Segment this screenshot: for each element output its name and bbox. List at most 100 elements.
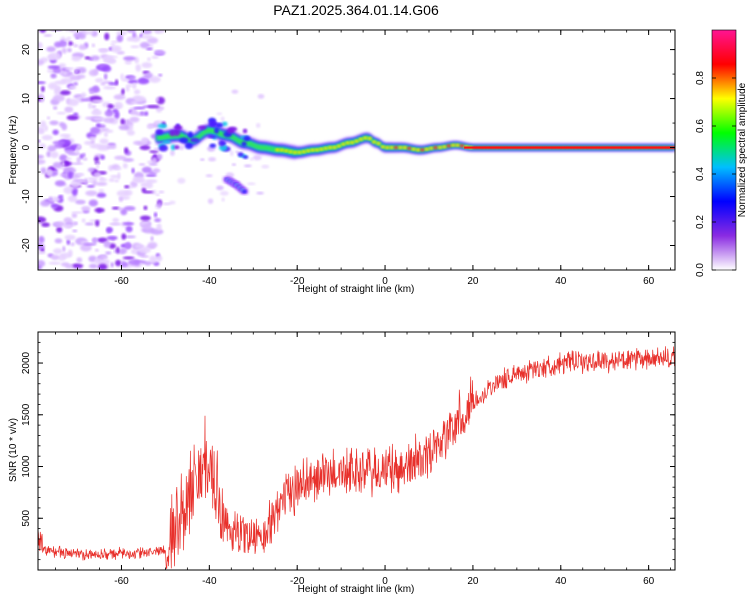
spectrogram-noise-blob [68, 30, 77, 33]
ridge-speckle [179, 137, 189, 143]
spectrogram-noise-blob [118, 124, 130, 131]
spectrogram-noise-blob [58, 40, 68, 48]
spectrogram-noise-blob [38, 154, 45, 159]
spectrogram-noise-blob [76, 257, 83, 263]
snr-x-tick-label: -40 [202, 576, 217, 587]
spectrogram-noise-blob [137, 77, 150, 85]
spectrogram-noise-blob [125, 225, 133, 233]
spectrogram-noise-blob [135, 64, 142, 72]
ridge-core [411, 147, 416, 151]
spectrogram-noise-blob [41, 222, 50, 228]
spectrogram-noise-blob [129, 116, 140, 123]
spectrogram-noise-blob [142, 190, 154, 194]
spectrogram-noise-blob [120, 208, 128, 216]
spectrogram-noise-blob [123, 206, 136, 211]
ridge-core [450, 143, 456, 147]
spectrogram-noise-blob [141, 62, 153, 69]
ridge-speckle [173, 125, 183, 131]
spectrogram-noise-blob [71, 263, 84, 268]
spectrogram-noise-blob [95, 78, 104, 83]
spectrogram-noise-blob [61, 123, 68, 131]
ridge-speckle [173, 129, 181, 136]
spectrogram-noise-blob [156, 223, 162, 231]
spectrogram-noise-blob [117, 172, 121, 180]
spectrogram-noise-blob [99, 138, 109, 145]
spectrogram-noise-blob [107, 104, 114, 109]
ridge-core [407, 146, 412, 150]
ridge-core [371, 140, 377, 144]
spectrogram-noise-blob [149, 44, 154, 48]
spectrogram-noise-blob [93, 116, 106, 122]
ridge-core [424, 147, 429, 151]
spectrogram-noise-blob [92, 237, 98, 245]
spectrogram-noise-blob [147, 241, 158, 249]
spectrogram-noise-blob [38, 251, 46, 255]
ridge-core [336, 144, 342, 148]
spectrogram-noise-blob [231, 163, 236, 166]
snr-panel: -60 -40 -20 0 20 40 60 500 1000 1500 2000 Height … [8, 331, 676, 595]
spectrogram-y-tick-label: -10 [21, 189, 32, 204]
spectrogram-noise-blob [101, 65, 112, 73]
spectrogram-noise-blob [54, 238, 63, 244]
spectrogram-noise-blob [115, 166, 122, 170]
ridge-core [380, 145, 386, 149]
spectrogram-noise-blob [110, 262, 114, 268]
spectrogram-noise-blob [124, 147, 129, 154]
spectrogram-noise-blob [76, 74, 86, 79]
spectrogram-y-ticks: -20 -10 0 10 20 [21, 44, 675, 271]
spectrogram-noise-blob [118, 207, 123, 211]
spectrogram-noise-blob [114, 101, 124, 110]
ridge-core [420, 148, 425, 152]
spectrogram-noise-blob [115, 259, 122, 267]
spectrogram-noise-blob [48, 52, 61, 61]
spectrogram-noise-blob [120, 73, 124, 81]
spectrogram-noise-blob [49, 120, 59, 126]
spectrogram-noise-blob [56, 226, 63, 233]
spectrogram-y-tick-label: -20 [21, 238, 32, 253]
spectrogram-noise-blob [88, 263, 98, 269]
spectrogram-noise-blob [50, 73, 57, 79]
spectrogram-noise-blob [99, 255, 108, 260]
spectrogram-y-label: Frequency (Hz) [8, 116, 19, 185]
spectrogram-noise-blob [82, 30, 95, 35]
spectrogram-noise-blob [62, 71, 68, 76]
spectrogram-noise-blob [71, 211, 84, 214]
ridge-core [345, 141, 350, 145]
spectrogram-noise-blob [119, 247, 128, 254]
spectrogram-noise-blob [99, 48, 107, 54]
spectrogram-noise-blob [50, 151, 59, 159]
spectrogram-noise-blob [104, 32, 110, 41]
spectrogram-noise-blob [122, 158, 135, 162]
chart-title: PAZ1.2025.364.01.14.G06 [273, 2, 439, 18]
spectrogram-noise-blob [154, 218, 162, 223]
spectrogram-noise-blob [93, 172, 102, 178]
spectrogram-noise-blob [53, 248, 63, 255]
spectrogram-noise-blob [130, 100, 138, 104]
spectrogram-noise-blob [221, 197, 225, 202]
spectrogram-noise-blob [72, 188, 78, 197]
spectrogram-noise-blob [220, 116, 225, 122]
ridge-core [341, 142, 346, 146]
ridge-core [327, 146, 333, 150]
spectrogram-noise-blob [125, 85, 130, 92]
ridge-speckle [208, 119, 218, 127]
snr-y-tick-label: 1000 [21, 455, 32, 478]
colorbar: 0.0 0.2 0.4 0.6 0.8 Normalized spectral ampl… [695, 29, 748, 277]
spectrogram-noise-blob [95, 123, 101, 128]
ridge-core [455, 143, 460, 147]
spectrogram-noise-blob [46, 150, 52, 158]
spectrogram-noise-blob [139, 111, 145, 116]
spectrogram-noise-blob [121, 233, 127, 240]
spectrogram-noise-blob [118, 196, 124, 202]
ridge-core [279, 148, 285, 152]
spectrogram-noise-blob [177, 177, 186, 184]
spectrogram-noise-blob [64, 159, 69, 167]
spectrogram-noise-blob [96, 192, 107, 198]
spectrogram-noise-blob [71, 212, 78, 219]
spectrogram-noise-blob [79, 153, 84, 160]
spectrogram-noise-blob [65, 67, 75, 71]
ridge-core [310, 148, 315, 152]
spectrogram-noise-blob [145, 47, 153, 51]
spectrogram-y-tick-label: 20 [21, 44, 32, 56]
